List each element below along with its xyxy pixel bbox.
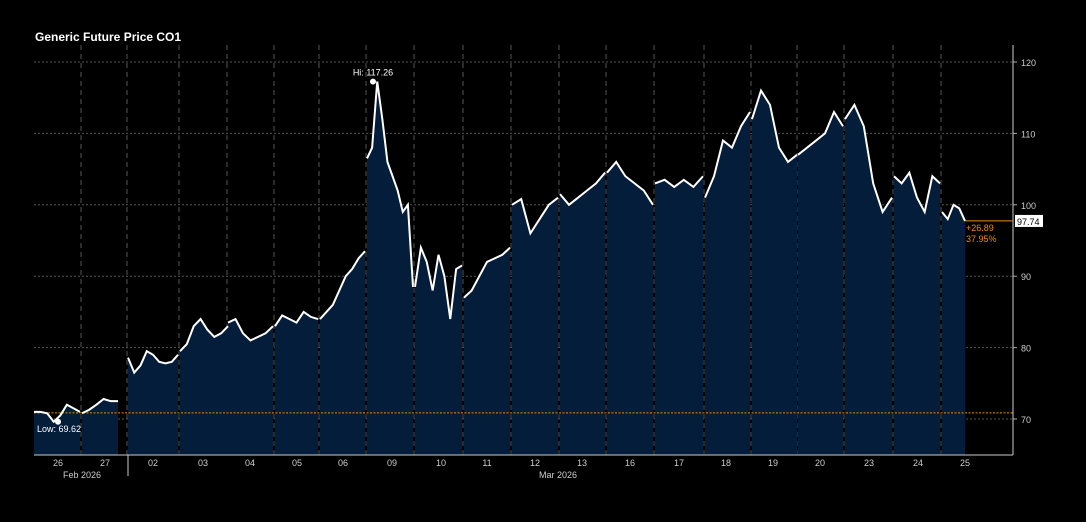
area-segment-09 <box>367 81 413 455</box>
price-line-13 <box>559 172 606 207</box>
area-segment-25 <box>942 204 965 455</box>
x-tick-label: 02 <box>148 458 158 468</box>
x-tick-label: 10 <box>436 458 446 468</box>
x-tick-label: 19 <box>768 458 778 468</box>
price-line-10 <box>414 243 463 320</box>
area-segment-12 <box>512 197 558 455</box>
y-tick-label: 90 <box>1021 272 1031 282</box>
area-segment-05 <box>275 311 318 455</box>
x-tick-label: 04 <box>245 458 255 468</box>
area-segment-11 <box>464 247 510 455</box>
x-tick-label: 13 <box>577 458 587 468</box>
y-tick-label: 120 <box>1021 58 1036 68</box>
last-price-label: 97.74 <box>1017 217 1040 227</box>
area-segment-20 <box>798 111 843 455</box>
price-line-24 <box>893 170 941 215</box>
x-tick-label: 23 <box>864 458 874 468</box>
y-tick-label: 100 <box>1021 201 1036 211</box>
price-line-19 <box>751 88 798 164</box>
price-line-16 <box>606 160 654 206</box>
area-segment-04 <box>228 319 273 455</box>
x-tick-label: 06 <box>338 458 348 468</box>
x-tick-label: 03 <box>198 458 208 468</box>
area-segment-27 <box>82 399 118 455</box>
price-line-20 <box>797 109 844 156</box>
month-label: Mar 2026 <box>539 470 577 480</box>
price-line-12 <box>511 196 559 236</box>
x-tick-label: 11 <box>482 458 491 468</box>
x-tick-label: 25 <box>960 458 970 468</box>
area-segment-24 <box>894 172 940 456</box>
area-segment-03 <box>180 319 228 455</box>
area-segment-23 <box>845 104 892 455</box>
price-line-03 <box>179 317 229 352</box>
low-label: Low: 69.62 <box>37 424 81 434</box>
x-tick-label: 05 <box>292 458 302 468</box>
area-segment-17 <box>655 176 703 456</box>
price-line-26 <box>34 403 81 424</box>
price-line-23 <box>844 102 893 215</box>
change-pct: 37.95% <box>966 234 997 244</box>
x-tick-label: 24 <box>913 458 923 468</box>
y-tick-label: 70 <box>1021 415 1031 425</box>
price-line-11 <box>463 246 511 299</box>
price-line-05 <box>274 310 319 327</box>
x-tick-label: 20 <box>815 458 825 468</box>
last-price-box <box>1015 214 1043 227</box>
area-segment-19 <box>752 90 797 455</box>
x-tick-label: 16 <box>625 458 635 468</box>
area-segment-18 <box>705 111 750 455</box>
area-segment-06 <box>320 251 365 455</box>
x-tick-label: 18 <box>721 458 731 468</box>
price-line-09 <box>366 81 414 287</box>
price-line-27 <box>81 397 118 415</box>
area-segment-02 <box>128 351 178 455</box>
x-tick-label: 26 <box>53 458 63 468</box>
y-tick-label: 110 <box>1021 129 1035 139</box>
hi-label: Hi: 117.26 <box>353 68 393 78</box>
low-marker <box>55 418 61 425</box>
x-tick-label: 12 <box>530 458 540 468</box>
hi-marker <box>370 78 376 85</box>
price-line-18 <box>704 111 751 199</box>
price-line-06 <box>319 250 366 320</box>
price-line-04 <box>227 317 274 342</box>
month-label: Feb 2026 <box>63 470 101 480</box>
y-tick-label: 80 <box>1021 344 1031 354</box>
change-abs: +26.89 <box>966 223 994 233</box>
price-line-17 <box>654 175 704 189</box>
x-tick-label: 27 <box>100 458 110 468</box>
x-tick-label: 09 <box>387 458 397 468</box>
price-line-02 <box>127 349 179 375</box>
x-tick-label: 17 <box>674 458 684 468</box>
area-segment-13 <box>560 172 605 456</box>
area-segment-10 <box>415 247 462 455</box>
area-segment-26 <box>34 404 80 455</box>
chart-title: Generic Future Price CO1 <box>35 30 182 44</box>
price-line-25 <box>941 203 966 222</box>
area-segment-16 <box>607 161 653 455</box>
